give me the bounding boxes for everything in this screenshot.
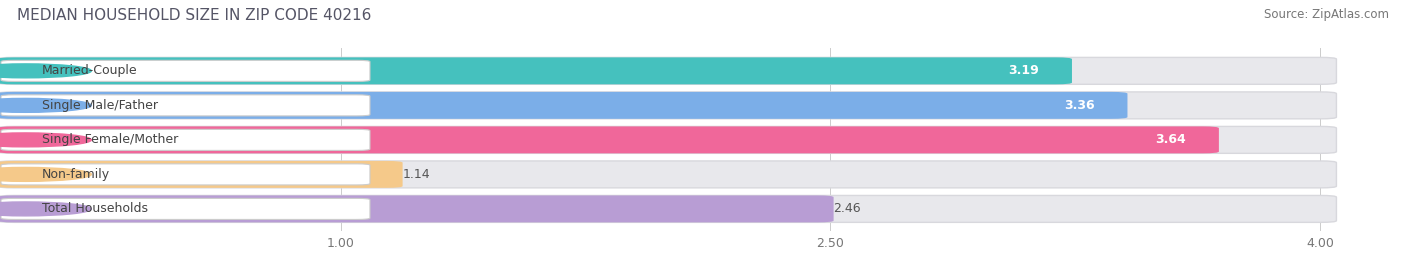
FancyBboxPatch shape	[0, 196, 1337, 222]
Circle shape	[0, 202, 91, 216]
Circle shape	[0, 64, 91, 78]
Text: MEDIAN HOUSEHOLD SIZE IN ZIP CODE 40216: MEDIAN HOUSEHOLD SIZE IN ZIP CODE 40216	[17, 8, 371, 23]
Text: 3.64: 3.64	[1156, 133, 1187, 146]
Text: Single Male/Father: Single Male/Father	[42, 99, 157, 112]
FancyBboxPatch shape	[0, 92, 1337, 119]
Circle shape	[0, 167, 91, 181]
FancyBboxPatch shape	[0, 57, 1337, 84]
Text: 3.36: 3.36	[1064, 99, 1095, 112]
FancyBboxPatch shape	[1, 129, 370, 150]
Text: Married-Couple: Married-Couple	[42, 64, 138, 77]
FancyBboxPatch shape	[0, 161, 402, 188]
Text: 1.14: 1.14	[402, 168, 430, 181]
Text: 2.46: 2.46	[834, 202, 862, 215]
FancyBboxPatch shape	[0, 57, 1071, 84]
Text: Non-family: Non-family	[42, 168, 110, 181]
Text: Total Households: Total Households	[42, 202, 148, 215]
FancyBboxPatch shape	[0, 126, 1219, 153]
Text: Single Female/Mother: Single Female/Mother	[42, 133, 179, 146]
FancyBboxPatch shape	[0, 126, 1337, 153]
Text: Source: ZipAtlas.com: Source: ZipAtlas.com	[1264, 8, 1389, 21]
FancyBboxPatch shape	[0, 196, 834, 222]
FancyBboxPatch shape	[1, 95, 370, 116]
Text: 3.19: 3.19	[1008, 64, 1039, 77]
FancyBboxPatch shape	[1, 198, 370, 220]
FancyBboxPatch shape	[0, 161, 1337, 188]
Circle shape	[0, 98, 91, 112]
Circle shape	[0, 133, 91, 147]
FancyBboxPatch shape	[0, 92, 1128, 119]
FancyBboxPatch shape	[1, 164, 370, 185]
FancyBboxPatch shape	[1, 60, 370, 82]
